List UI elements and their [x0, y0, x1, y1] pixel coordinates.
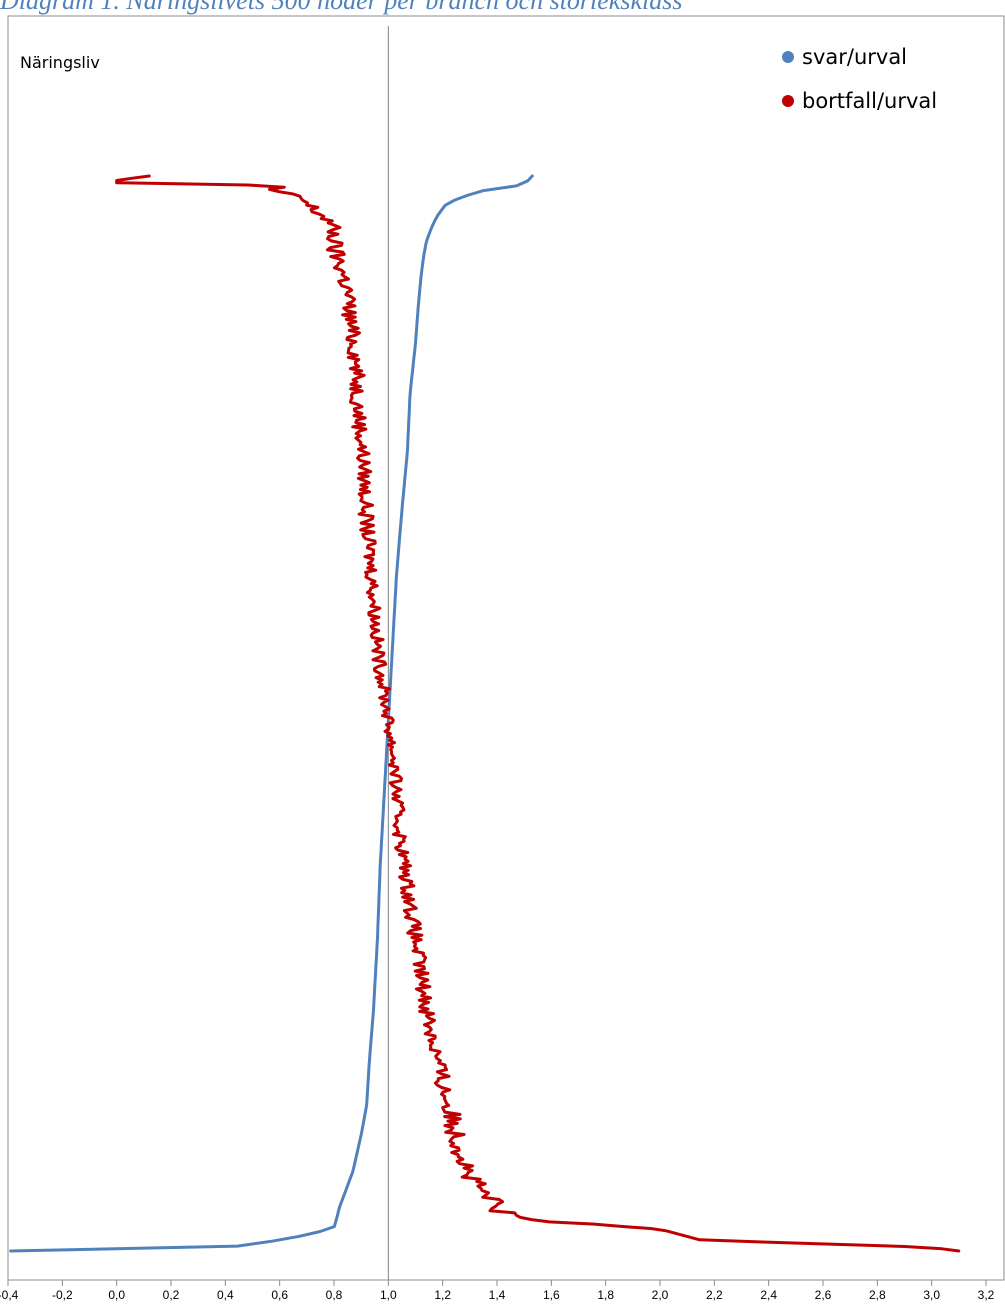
x-tick-label: 0,6 — [271, 1288, 288, 1302]
series-line-bortfall-urval — [115, 174, 961, 1253]
panel-label: Näringsliv — [20, 53, 100, 72]
x-tick-label: 2,6 — [815, 1288, 832, 1302]
x-tick-label: 3,0 — [923, 1288, 940, 1302]
chart-caption: Diagram 1. Näringslivets 500 noder per b… — [0, 0, 683, 15]
x-tick-label: 1,2 — [434, 1288, 451, 1302]
x-tick-label: 0,4 — [217, 1288, 234, 1302]
series-line-svar-urval — [9, 174, 534, 1253]
x-tick-label: 2,4 — [760, 1288, 777, 1302]
x-tick-label: 2,8 — [869, 1288, 886, 1302]
legend-marker — [782, 51, 794, 63]
legend-marker — [782, 95, 794, 107]
legend-label: bortfall/urval — [802, 89, 937, 113]
x-tick-label: 1,8 — [597, 1288, 614, 1302]
x-tick-label: 0,8 — [326, 1288, 343, 1302]
x-tick-label: 1,0 — [380, 1288, 397, 1302]
x-tick-label: -0,4 — [0, 1288, 19, 1302]
x-tick-label: 1,6 — [543, 1288, 560, 1302]
x-tick-label: 1,4 — [489, 1288, 506, 1302]
x-tick-label: 0,2 — [163, 1288, 180, 1302]
x-tick-label: 2,2 — [706, 1288, 723, 1302]
x-tick-label: 0,0 — [108, 1288, 125, 1302]
x-tick-label: -0,2 — [52, 1288, 73, 1302]
legend-label: svar/urval — [802, 45, 907, 69]
x-tick-label: 2,0 — [652, 1288, 669, 1302]
plot-area-border — [7, 15, 1005, 1281]
x-tick-label: 3,2 — [978, 1288, 995, 1302]
